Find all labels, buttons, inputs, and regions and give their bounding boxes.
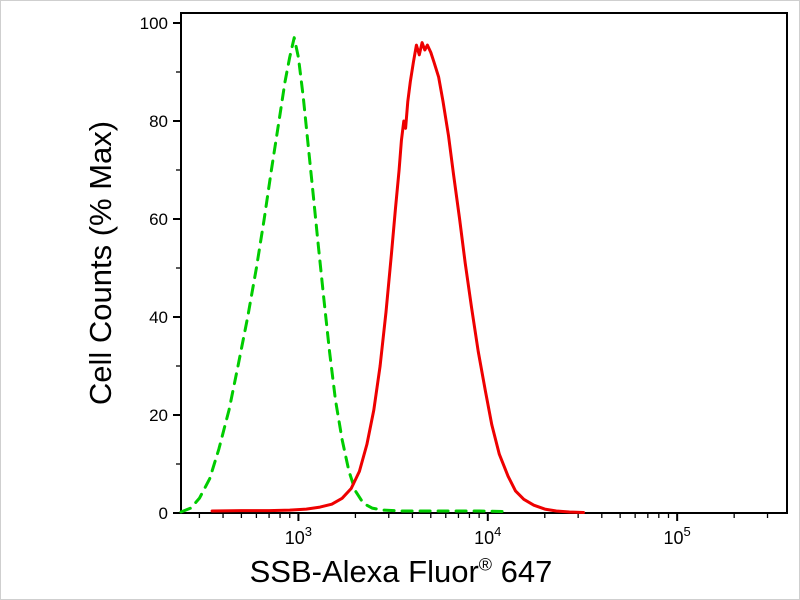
x-tick-label: 103 [285,524,312,548]
y-tick-label: 60 [149,210,168,229]
y-axis-title: Cell Counts (% Max) [83,120,118,406]
x-axis-ticks: 103 104 105 [198,513,769,548]
green-dashed-curve [179,36,505,514]
plot-border [180,12,788,514]
y-tick-label: 80 [149,112,168,131]
x-axis-title: SSB-Alexa Fluor® 647 [250,554,553,590]
y-tick-label: 40 [149,308,168,327]
y-tick-label: 20 [149,406,168,425]
x-tick-label: 105 [664,524,691,548]
x-axis-title-main: SSB-Alexa Fluor [249,554,479,589]
y-tick-label: 100 [140,14,168,33]
y-axis-ticks: 0 20 40 60 80 100 [140,14,181,523]
registered-trademark-symbol: ® [478,554,493,575]
y-tick-label: 0 [159,504,168,523]
x-tick-label: 104 [474,524,501,548]
red-solid-curve [210,41,585,514]
x-axis-title-suffix: 647 [492,554,553,589]
